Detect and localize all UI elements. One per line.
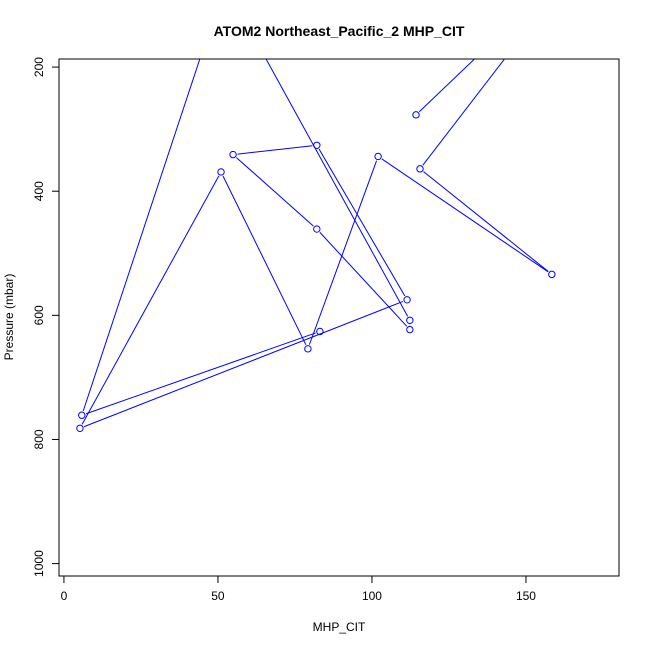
data-point xyxy=(548,270,556,279)
series-line-segment xyxy=(237,145,313,155)
y-tick-label: 1000 xyxy=(32,550,46,577)
data-point xyxy=(406,325,414,334)
series-line-segment xyxy=(422,59,506,166)
data-point xyxy=(403,296,411,304)
data-point xyxy=(316,327,324,336)
data-point xyxy=(416,165,424,173)
series-line-segment xyxy=(85,332,316,415)
y-tick-label: 400 xyxy=(32,181,46,201)
data-point xyxy=(78,411,86,419)
series-line-segment xyxy=(423,171,549,272)
plot-frame xyxy=(58,58,620,577)
series-line-segment xyxy=(81,175,220,425)
series-line-segment xyxy=(381,158,549,273)
data-point xyxy=(313,225,321,233)
data-series xyxy=(76,59,556,432)
chart-title: ATOM2 Northeast_Pacific_2 MHP_CIT xyxy=(214,23,465,39)
series-line-segment xyxy=(319,232,408,327)
x-tick-label: 50 xyxy=(211,589,225,603)
y-tick-label: 800 xyxy=(32,429,46,449)
series-line-segment xyxy=(318,148,406,297)
x-axis-label: MHP_CIT xyxy=(313,620,366,634)
series-line-segment xyxy=(418,59,476,113)
data-point xyxy=(304,345,312,353)
y-tick-label: 600 xyxy=(32,305,46,325)
x-tick-label: 100 xyxy=(362,589,382,603)
x-axis: 0 50 100 150 xyxy=(61,575,536,603)
data-point xyxy=(406,316,414,324)
y-axis: 200 400 600 800 1000 xyxy=(32,57,60,577)
y-axis-label: Pressure (mbar) xyxy=(2,274,16,361)
series-line-segment xyxy=(222,175,307,346)
data-point xyxy=(76,424,84,432)
data-point xyxy=(313,141,321,149)
series-line-segment xyxy=(236,157,314,227)
series-line-segment xyxy=(82,59,201,412)
series-line-segment xyxy=(265,59,409,317)
data-point xyxy=(217,168,225,176)
y-tick-label: 200 xyxy=(32,57,46,77)
x-tick-label: 0 xyxy=(61,589,68,603)
series-line-segment xyxy=(83,300,404,428)
series-line-segment xyxy=(308,160,378,345)
data-point xyxy=(229,150,237,159)
x-tick-label: 150 xyxy=(516,589,536,603)
data-point xyxy=(374,152,382,161)
data-point xyxy=(412,111,420,119)
